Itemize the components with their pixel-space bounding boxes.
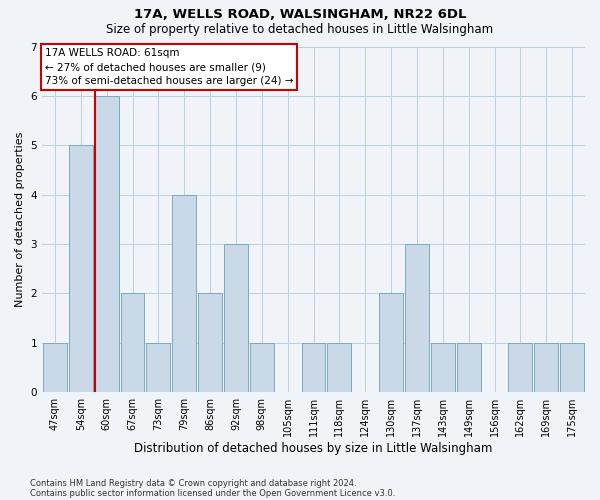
Bar — [379, 294, 403, 392]
Bar — [250, 343, 274, 392]
Bar — [508, 343, 532, 392]
Bar — [172, 194, 196, 392]
Text: Contains HM Land Registry data © Crown copyright and database right 2024.: Contains HM Land Registry data © Crown c… — [30, 478, 356, 488]
Bar — [146, 343, 170, 392]
Text: 17A, WELLS ROAD, WALSINGHAM, NR22 6DL: 17A, WELLS ROAD, WALSINGHAM, NR22 6DL — [134, 8, 466, 20]
Y-axis label: Number of detached properties: Number of detached properties — [15, 132, 25, 307]
Text: Contains public sector information licensed under the Open Government Licence v3: Contains public sector information licen… — [30, 488, 395, 498]
Bar — [95, 96, 119, 392]
Bar — [431, 343, 455, 392]
X-axis label: Distribution of detached houses by size in Little Walsingham: Distribution of detached houses by size … — [134, 442, 493, 455]
Bar — [69, 146, 93, 392]
Bar — [560, 343, 584, 392]
Text: Size of property relative to detached houses in Little Walsingham: Size of property relative to detached ho… — [106, 22, 494, 36]
Bar — [535, 343, 558, 392]
Bar — [198, 294, 222, 392]
Text: 17A WELLS ROAD: 61sqm
← 27% of detached houses are smaller (9)
73% of semi-detac: 17A WELLS ROAD: 61sqm ← 27% of detached … — [45, 48, 293, 86]
Bar — [328, 343, 351, 392]
Bar — [43, 343, 67, 392]
Bar — [224, 244, 248, 392]
Bar — [457, 343, 481, 392]
Bar — [302, 343, 325, 392]
Bar — [121, 294, 145, 392]
Bar — [405, 244, 429, 392]
